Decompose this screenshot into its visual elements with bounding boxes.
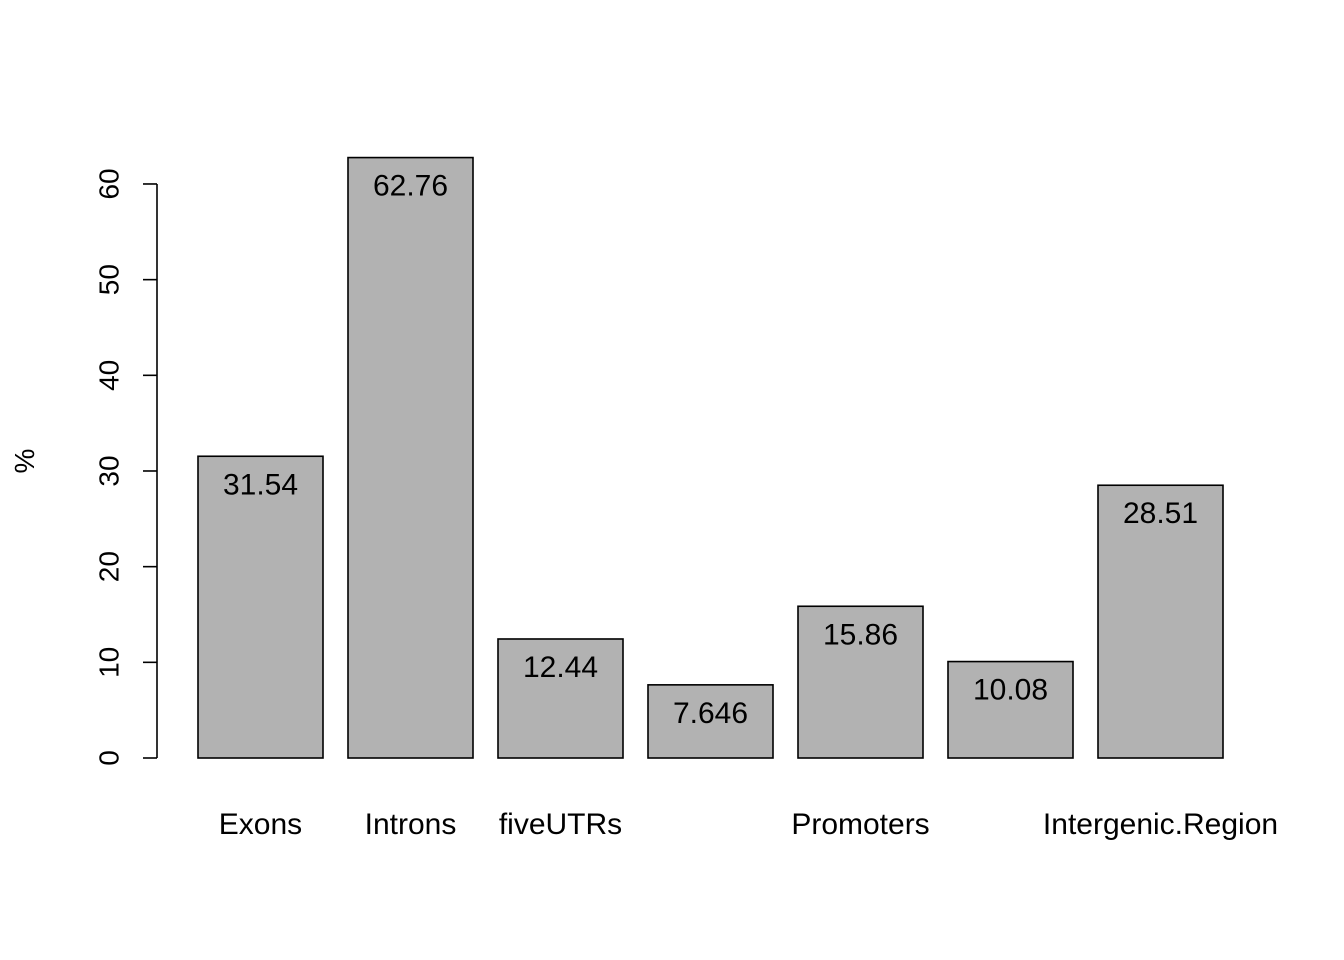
y-tick-label: 10 — [94, 647, 125, 678]
bar — [947, 660, 1074, 759]
y-axis-label: % — [9, 449, 40, 474]
bar — [797, 605, 924, 759]
bar-value-label: 28.51 — [1123, 497, 1198, 530]
category-label: Promoters — [791, 808, 929, 841]
y-tick-label: 40 — [94, 360, 125, 391]
y-tick-label: 30 — [94, 455, 125, 486]
y-axis: 0 10 20 30 40 50 60 — [94, 168, 158, 766]
bar-value-label: 10.08 — [973, 674, 1048, 707]
bar — [497, 638, 624, 759]
data-labels: 31.54 62.76 12.44 7.646 15.86 10.08 28.51 — [223, 170, 1198, 730]
bars — [197, 156, 1224, 759]
bar-value-label: 15.86 — [823, 618, 898, 651]
bar-value-label: 62.76 — [373, 170, 448, 203]
y-tick-label: 20 — [94, 551, 125, 582]
category-label: Intergenic.Region — [1043, 808, 1278, 841]
category-label: fiveUTRs — [499, 808, 622, 841]
category-labels: Exons Introns fiveUTRs Promoters Intergenic.… — [219, 808, 1278, 841]
bar — [1097, 484, 1224, 759]
bar — [647, 684, 774, 759]
bar-value-label: 7.646 — [673, 697, 748, 730]
bar — [197, 455, 324, 759]
category-label: Introns — [365, 808, 457, 841]
y-tick-label: 60 — [94, 168, 125, 199]
bar-value-label: 12.44 — [523, 651, 598, 684]
y-tick-label: 50 — [94, 264, 125, 295]
y-tick-label: 0 — [94, 750, 125, 766]
bar — [347, 156, 474, 759]
category-label: Exons — [219, 808, 302, 841]
bar-value-label: 31.54 — [223, 468, 298, 501]
